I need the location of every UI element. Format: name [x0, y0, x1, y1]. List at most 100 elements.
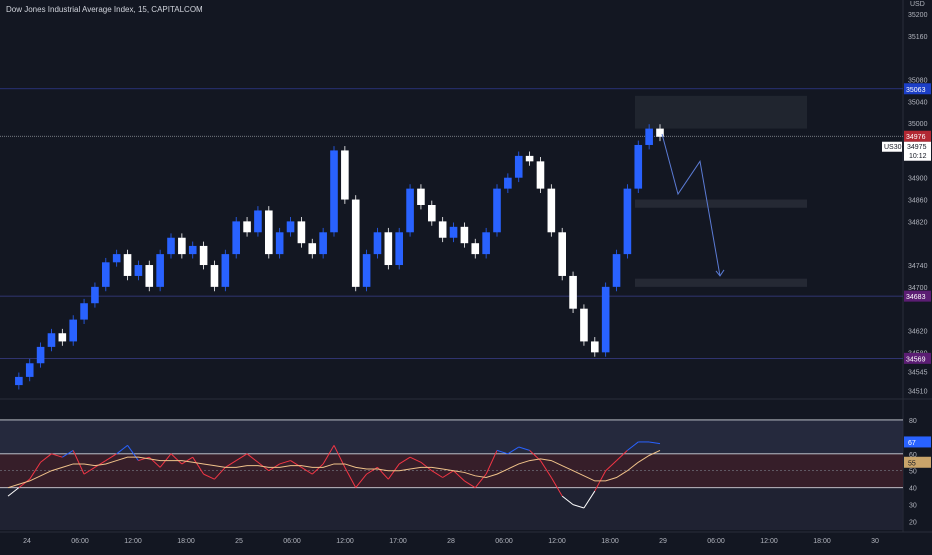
- symbol-tag-box: [882, 141, 902, 152]
- upper-level-badge-bg: [904, 83, 931, 95]
- price-tick-label: 34820: [908, 219, 928, 226]
- rsi-segment: [583, 490, 596, 509]
- candle-body: [36, 346, 45, 364]
- candle-body: [601, 286, 610, 353]
- rsi-segment: [290, 460, 302, 468]
- upper-level-badge: 35063: [906, 87, 926, 94]
- rsi-segment: [18, 478, 31, 489]
- candle-body: [351, 199, 360, 287]
- symbol-title: Dow Jones Industrial Average Index, 15, …: [6, 5, 203, 14]
- candle-body: [362, 254, 371, 287]
- candle-body: [514, 155, 523, 178]
- candle-body: [254, 210, 262, 233]
- rsi-segment: [7, 487, 20, 497]
- rsi-segment: [51, 453, 63, 458]
- candle-body: [232, 221, 241, 255]
- rsi-segment: [94, 460, 107, 468]
- rsi-tick-label: 20: [909, 520, 917, 527]
- countdown-label: 10:12: [909, 153, 927, 160]
- rsi-segment: [540, 460, 552, 478]
- projection-arrow: [661, 133, 721, 277]
- price-tick-label: 34860: [908, 198, 928, 205]
- rsi-value-badge-bg: [904, 436, 931, 448]
- candle-body: [493, 188, 501, 233]
- candle-body: [221, 254, 230, 287]
- rsi-ma-badge: 55: [908, 460, 916, 467]
- price-tick-label: 34700: [908, 285, 928, 292]
- rsi-segment: [181, 456, 193, 465]
- rsi-segment: [420, 461, 433, 472]
- candle-body: [134, 265, 143, 276]
- rsi-segment: [561, 495, 574, 505]
- rsi-segment: [518, 446, 530, 451]
- candle-body: [112, 254, 121, 263]
- candle-body: [80, 303, 88, 320]
- low-level-badge-bg: [904, 352, 931, 364]
- rsi-segment: [649, 441, 661, 445]
- tag-price-label: 34975: [907, 144, 927, 151]
- rsi-tick-label: 30: [909, 503, 917, 510]
- rsi-segment: [409, 456, 422, 463]
- rsi-segment: [366, 466, 378, 475]
- time-tick-label: 18:00: [601, 538, 619, 545]
- candle-body: [438, 221, 447, 238]
- time-tick-label: 06:00: [707, 538, 725, 545]
- candle-body: [536, 161, 545, 189]
- rsi-segment: [235, 453, 248, 461]
- candle-body: [58, 333, 67, 342]
- candle-body: [547, 188, 556, 233]
- rsi-tick-label: 50: [909, 469, 917, 476]
- candle-body: [417, 188, 425, 205]
- candle-body: [275, 232, 284, 255]
- rsi-segment: [572, 504, 585, 509]
- current-price-badge: 34976: [906, 134, 926, 141]
- countdown-box: [904, 141, 931, 161]
- candle-body: [167, 237, 175, 255]
- rsi-tick-label: 60: [909, 452, 917, 459]
- rsi-segment: [398, 456, 411, 465]
- support-zone-lower: [635, 278, 807, 287]
- rsi-segment: [485, 450, 498, 475]
- projection-arrow-head: [715, 269, 725, 277]
- symbol-tag-label: US30: [884, 144, 902, 151]
- mid-level-badge: 34683: [906, 294, 926, 301]
- time-tick-label: 18:00: [813, 538, 831, 545]
- rsi-segment: [387, 463, 400, 480]
- rsi-segment: [453, 470, 465, 482]
- rsi-segment: [344, 467, 357, 488]
- rsi-segment: [29, 461, 42, 480]
- time-tick-label: 06:00: [283, 538, 301, 545]
- candle-body: [341, 150, 349, 200]
- candle-body: [645, 128, 653, 145]
- rsi-segment: [474, 473, 487, 488]
- rsi-segment: [616, 450, 628, 461]
- rsi-segment: [301, 466, 313, 475]
- rsi-segment: [464, 480, 476, 489]
- candle-body: [145, 265, 154, 287]
- price-tick-label: 35000: [908, 121, 928, 128]
- rsi-segment: [127, 445, 139, 461]
- rsi-segment: [40, 453, 52, 463]
- candle-body: [482, 232, 490, 255]
- rsi-ma-line: [7, 449, 661, 489]
- candle-body: [525, 155, 534, 162]
- rsi-segment: [105, 453, 117, 461]
- candle-body: [188, 245, 197, 255]
- rsi-segment: [431, 470, 443, 478]
- time-tick-label: 06:00: [495, 538, 513, 545]
- current-price-badge-bg: [904, 130, 931, 142]
- candle-body: [395, 232, 404, 266]
- price-tick-label: 35200: [908, 12, 928, 19]
- symbol-interval: 15: [137, 5, 147, 14]
- candle-body: [623, 188, 632, 255]
- price-tick-label: 34740: [908, 263, 928, 270]
- candle-body: [427, 205, 436, 222]
- candle-body: [330, 150, 338, 233]
- rsi-segment: [246, 453, 259, 463]
- time-tick-label: 12:00: [760, 538, 778, 545]
- mid-level-badge-bg: [904, 290, 931, 302]
- price-tick-label: 34545: [908, 369, 928, 376]
- support-zone-upper: [635, 199, 807, 208]
